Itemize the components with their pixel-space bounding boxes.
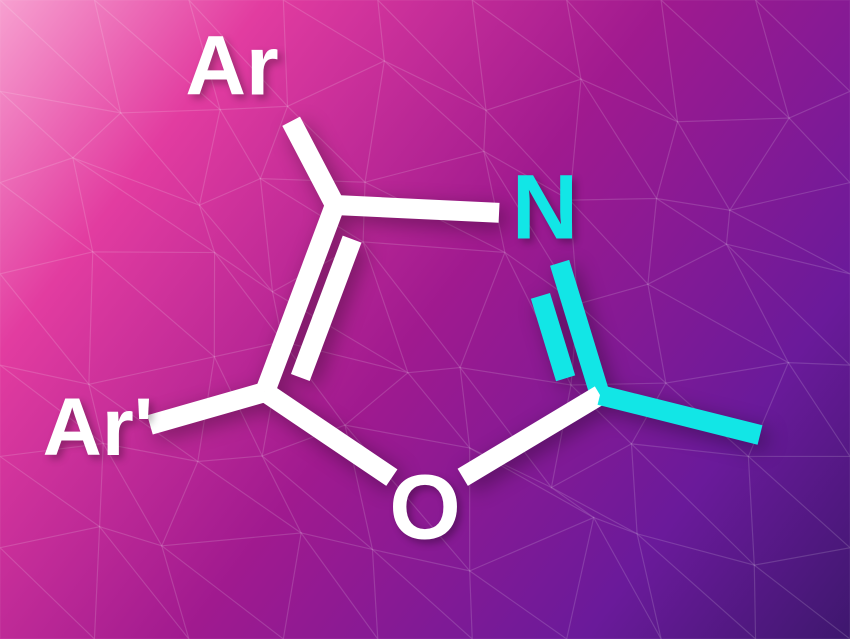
- atom-label-n3: N: [512, 156, 578, 261]
- figure-root: N O Ar Ar': [0, 0, 850, 639]
- atom-label-o1: O: [389, 456, 461, 561]
- atom-label-arp: Ar': [43, 381, 154, 475]
- atom-label-ar: Ar: [185, 18, 278, 115]
